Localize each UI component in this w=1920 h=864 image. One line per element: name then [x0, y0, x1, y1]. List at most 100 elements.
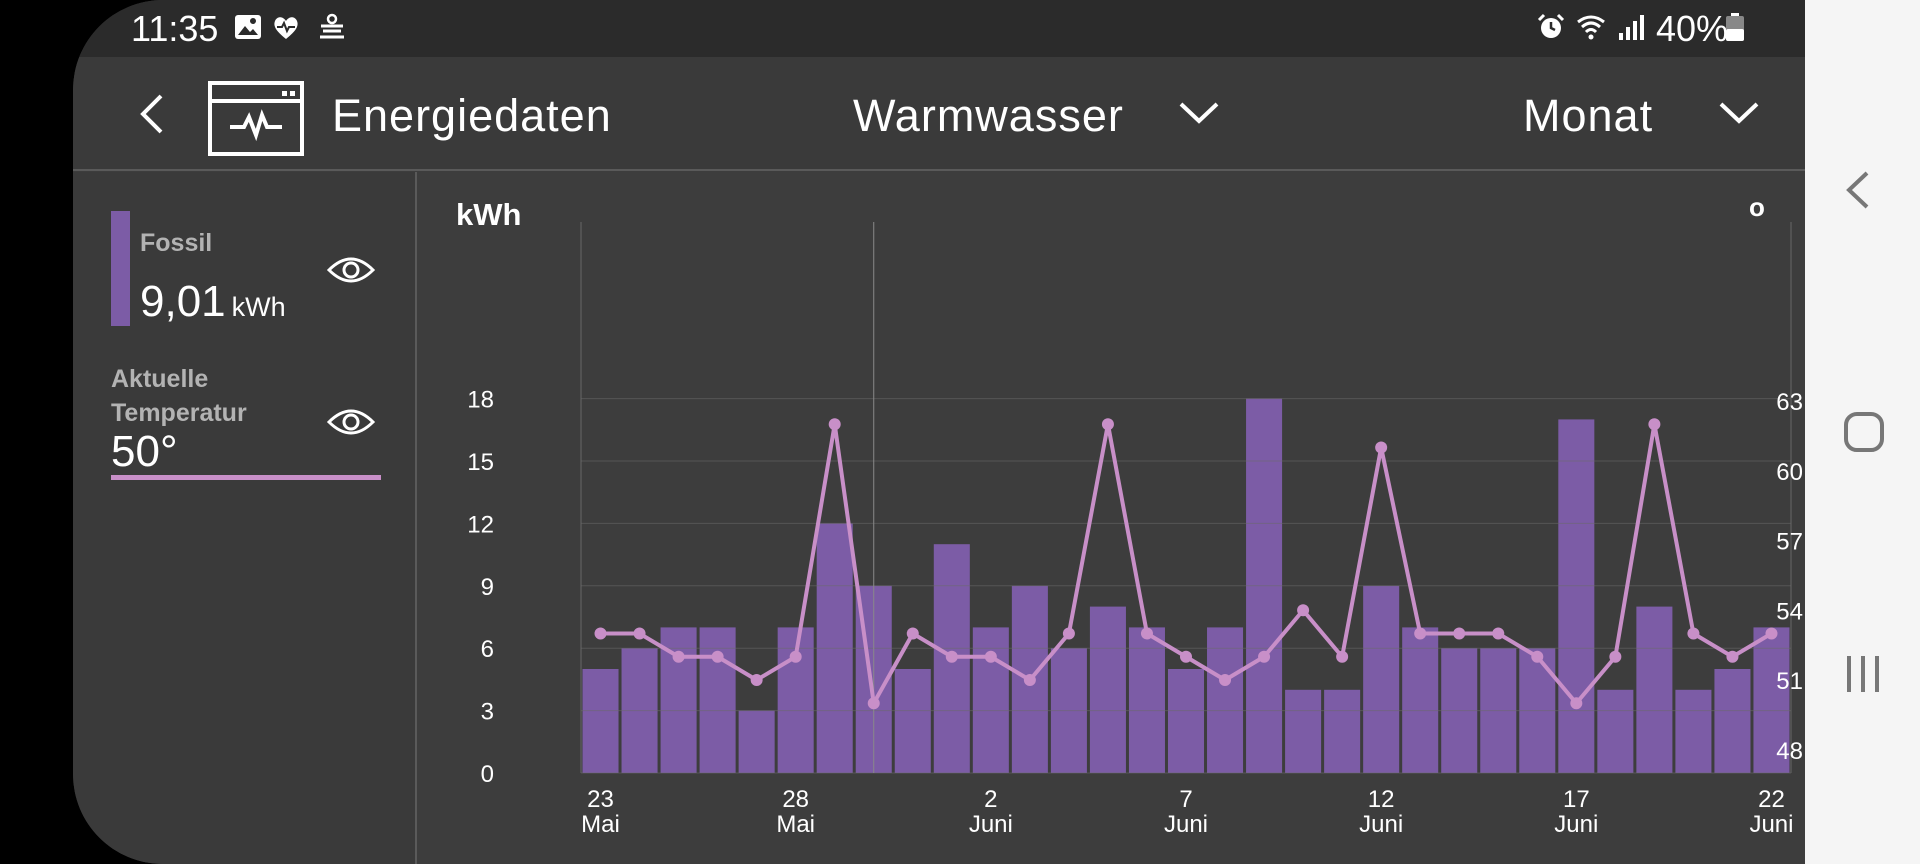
- bar: [1089, 606, 1126, 773]
- temperature-point: [672, 650, 685, 663]
- bar: [1285, 689, 1322, 773]
- app-screen: 11:35 40%: [73, 0, 1805, 864]
- temperature-point: [1062, 627, 1075, 640]
- bar: [894, 669, 931, 773]
- fossil-visibility-eye-icon[interactable]: [327, 254, 375, 286]
- bar: [1636, 606, 1673, 773]
- x-tick-day: 22: [1758, 786, 1785, 813]
- chevron-down-icon: [1179, 102, 1219, 124]
- chart-y2-axis-label: o: [1749, 192, 1765, 222]
- x-tick-month: Juni: [1359, 811, 1403, 838]
- x-tick-month: Mai: [581, 811, 620, 838]
- wifi-icon: [1577, 15, 1605, 40]
- chart-y-axis-label: kWh: [456, 197, 522, 232]
- temperature-point: [1258, 650, 1271, 663]
- page-title: Energiedaten: [332, 90, 612, 141]
- energy-type-value: Warmwasser: [853, 90, 1124, 141]
- bar: [1363, 585, 1400, 773]
- bar: [1207, 627, 1244, 773]
- x-tick-month: Juni: [969, 811, 1013, 838]
- bar: [582, 669, 619, 773]
- bar: [1714, 669, 1751, 773]
- y-tick-label: 12: [467, 511, 494, 538]
- fossil-color-swatch: [111, 211, 130, 326]
- battery-icon: [1726, 13, 1744, 41]
- period-dropdown[interactable]: Monat: [1523, 81, 1803, 147]
- temperature-point: [1492, 627, 1505, 640]
- temperature-point: [984, 650, 997, 663]
- signal-icon: [1619, 15, 1644, 40]
- temperature-point: [594, 627, 607, 640]
- temperature-point: [1726, 650, 1739, 663]
- y2-tick-label: 54: [1776, 598, 1803, 625]
- energy-chart: kWh o 0 3 6 9 12 15 18 48 51 54 57 60 63 23 Mai 28 Mai 2 J…: [419, 172, 1805, 864]
- fossil-value-unit: kWh: [231, 292, 286, 322]
- temperature-point: [711, 650, 724, 663]
- nav-recents-icon[interactable]: [1843, 652, 1883, 696]
- temperature-point: [1140, 627, 1153, 640]
- fossil-label: Fossil: [140, 229, 213, 257]
- y2-tick-label: 48: [1776, 738, 1803, 765]
- fossil-value: 9,01 kWh: [140, 277, 286, 327]
- y2-tick-label: 57: [1776, 529, 1803, 556]
- temperature-visibility-eye-icon[interactable]: [327, 406, 375, 438]
- app-header: Energiedaten Warmwasser Monat: [73, 57, 1805, 171]
- temperature-point: [867, 697, 880, 710]
- x-tick-day: 12: [1368, 786, 1395, 813]
- temperature-point: [1414, 627, 1427, 640]
- bar: [1167, 669, 1205, 773]
- x-tick-day: 2: [984, 786, 997, 813]
- temperature-point: [1531, 650, 1544, 663]
- bar: [1597, 689, 1634, 773]
- temperature-label: Aktuelle Temperatur: [111, 365, 247, 427]
- temperature-point: [945, 650, 958, 663]
- y2-tick-label: 63: [1776, 389, 1803, 416]
- temperature-point: [1453, 627, 1466, 640]
- temperature-point: [1687, 627, 1700, 640]
- y-tick-label: 18: [467, 387, 494, 414]
- x-tick-month: Juni: [1164, 811, 1208, 838]
- y-tick-label: 9: [481, 574, 494, 601]
- chart-plot[interactable]: 036912151848515457606323Mai28Mai2Juni7Ju…: [419, 172, 1805, 864]
- temperature-point: [633, 627, 646, 640]
- y2-tick-label: 60: [1776, 459, 1803, 486]
- fossil-value-number: 9,01: [140, 277, 226, 326]
- gallery-icon: [235, 15, 261, 39]
- period-value: Monat: [1523, 90, 1654, 141]
- nav-back-icon[interactable]: [1837, 165, 1877, 215]
- bar: [1324, 689, 1361, 773]
- system-nav-bar: [1805, 0, 1920, 864]
- temperature-point: [1180, 650, 1192, 663]
- temperature-point: [1765, 627, 1778, 640]
- temperature-value: 50°: [111, 427, 178, 476]
- bar: [1402, 627, 1439, 773]
- x-tick-month: Mai: [776, 811, 815, 838]
- energy-type-dropdown[interactable]: Warmwasser: [853, 81, 1323, 147]
- temperature-line-swatch: [111, 475, 381, 480]
- alarm-icon: [1537, 13, 1565, 38]
- x-tick-month: Juni: [1749, 811, 1793, 838]
- status-time: 11:35: [131, 8, 219, 49]
- battery-percentage: 40%: [1656, 8, 1729, 49]
- temperature-point: [828, 418, 841, 431]
- chevron-down-icon: [1719, 102, 1759, 124]
- x-tick-day: 17: [1563, 786, 1590, 813]
- temperature-point: [1023, 674, 1036, 687]
- temperature-point: [1336, 650, 1349, 663]
- temperature-point: [1609, 650, 1622, 663]
- temperature-point: [750, 674, 763, 687]
- temperature-point: [1375, 441, 1388, 454]
- back-button[interactable]: [123, 82, 183, 146]
- bar: [738, 710, 775, 773]
- y-tick-label: 15: [467, 449, 494, 476]
- x-tick-day: 7: [1179, 786, 1192, 813]
- health-icon: [274, 17, 298, 39]
- chevron-left-icon: [140, 94, 163, 134]
- y-tick-label: 3: [481, 699, 494, 726]
- energy-monitor-icon: [208, 81, 304, 156]
- temperature-point: [1570, 697, 1583, 710]
- bar: [1675, 689, 1712, 773]
- x-tick-day: 23: [587, 786, 614, 813]
- y-tick-label: 6: [481, 636, 494, 663]
- nav-home-icon[interactable]: [1842, 410, 1886, 454]
